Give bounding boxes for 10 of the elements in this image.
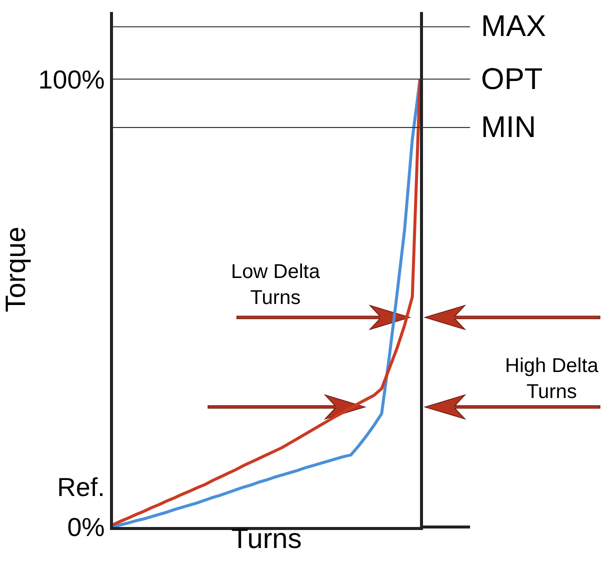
ref-line-label: MAX <box>481 10 546 43</box>
y-axis-title: Torque <box>0 226 31 312</box>
y-tick-label: Ref. <box>57 472 105 502</box>
y-tick-label: 0% <box>67 512 105 542</box>
annotation: Low Delta Turns <box>231 261 321 309</box>
x-axis-title: Turns <box>231 523 302 554</box>
ref-line-label: OPT <box>481 63 543 96</box>
ref-line-label: MIN <box>481 111 536 144</box>
y-tick-label: 100% <box>38 64 105 94</box>
text: High Delta Turns <box>505 355 600 403</box>
